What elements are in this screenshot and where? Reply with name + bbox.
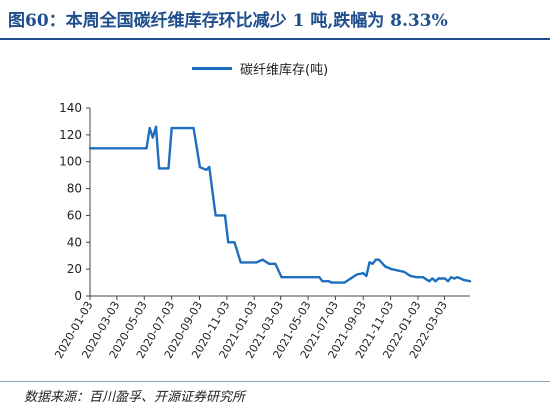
legend-swatch bbox=[192, 66, 232, 70]
data-point bbox=[390, 267, 393, 271]
data-point bbox=[88, 147, 92, 150]
data-point bbox=[205, 168, 208, 171]
data-point bbox=[343, 281, 346, 284]
data-point bbox=[151, 136, 154, 139]
data-point bbox=[330, 281, 333, 284]
data-point bbox=[368, 261, 371, 264]
data-point bbox=[192, 126, 195, 130]
data-point bbox=[157, 167, 161, 170]
data-point bbox=[167, 167, 170, 170]
data-point bbox=[154, 125, 158, 128]
data-point bbox=[233, 241, 236, 244]
data-point bbox=[223, 214, 227, 217]
data-point bbox=[255, 261, 258, 264]
data-point bbox=[362, 272, 365, 275]
data-point bbox=[327, 280, 330, 283]
data-point bbox=[227, 241, 230, 244]
data-point bbox=[456, 276, 459, 279]
data-point bbox=[280, 276, 283, 279]
page-title: 图60：本周全国碳纤维库存环比减少 1 吨,跌幅为 8.33% bbox=[8, 11, 448, 31]
y-tick-label: 80 bbox=[67, 182, 82, 196]
data-point bbox=[371, 262, 374, 265]
data-point bbox=[214, 214, 217, 217]
data-point bbox=[462, 278, 465, 282]
data-point bbox=[450, 276, 453, 279]
data-point bbox=[208, 165, 211, 169]
data-point bbox=[402, 270, 406, 273]
title-divider bbox=[0, 38, 550, 40]
data-point bbox=[318, 276, 321, 279]
legend-label: 碳纤维库存(吨) bbox=[240, 62, 329, 78]
inventory-line-chart: 0204060801001201402020-01-032020-03-0320… bbox=[52, 101, 472, 361]
data-source-note: 数据来源：百川盈孚、开源证券研究所 bbox=[24, 390, 246, 405]
data-point bbox=[145, 147, 148, 150]
y-tick-label: 120 bbox=[59, 128, 82, 142]
data-point bbox=[384, 265, 387, 268]
data-point bbox=[421, 276, 425, 279]
data-point bbox=[415, 276, 418, 279]
data-point bbox=[377, 258, 381, 261]
data-point bbox=[409, 274, 412, 278]
data-point bbox=[453, 277, 456, 280]
data-point bbox=[374, 258, 377, 261]
data-point bbox=[468, 280, 472, 283]
data-point bbox=[355, 273, 359, 276]
data-point bbox=[261, 258, 264, 261]
data-point bbox=[428, 280, 431, 283]
chart-legend: 碳纤维库存(吨) bbox=[192, 58, 328, 78]
data-point bbox=[239, 261, 242, 264]
data-point bbox=[336, 281, 340, 284]
data-point bbox=[321, 280, 324, 283]
data-point bbox=[198, 165, 202, 169]
data-point bbox=[443, 277, 447, 280]
source-divider bbox=[0, 381, 550, 382]
y-tick-label: 60 bbox=[67, 208, 82, 222]
data-point bbox=[431, 277, 434, 280]
data-point bbox=[274, 262, 277, 265]
y-tick-label: 0 bbox=[74, 289, 82, 303]
data-point bbox=[437, 277, 440, 280]
data-point bbox=[446, 280, 450, 283]
y-tick-label: 20 bbox=[67, 262, 82, 276]
data-point bbox=[396, 269, 399, 272]
data-point bbox=[267, 262, 271, 265]
y-tick-label: 140 bbox=[59, 101, 82, 115]
data-point bbox=[148, 126, 151, 130]
data-point bbox=[434, 280, 437, 283]
y-tick-label: 40 bbox=[67, 235, 82, 249]
series-line bbox=[90, 125, 471, 284]
data-point bbox=[349, 277, 352, 280]
data-point bbox=[170, 126, 173, 130]
data-point bbox=[365, 274, 368, 278]
y-tick-label: 100 bbox=[59, 155, 82, 169]
